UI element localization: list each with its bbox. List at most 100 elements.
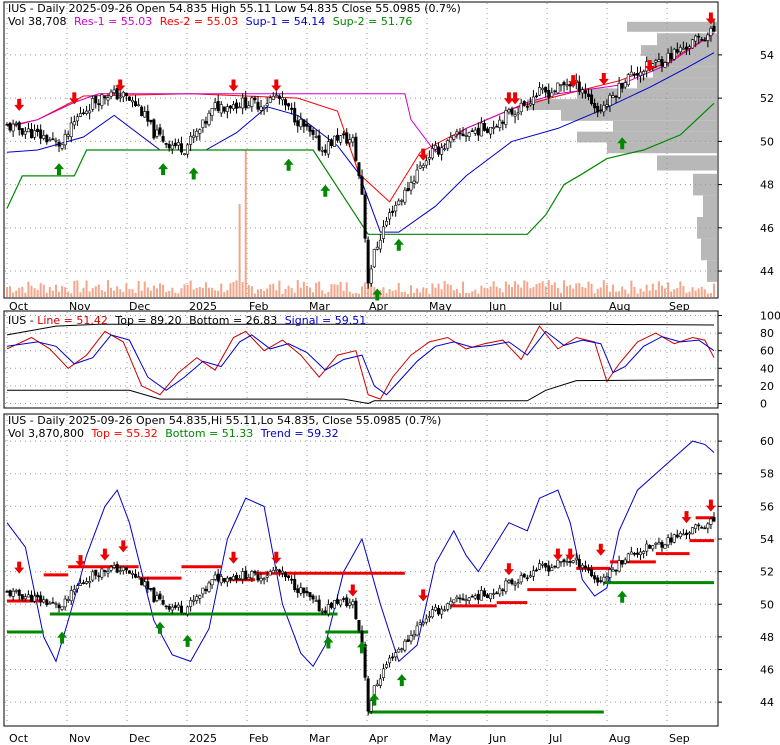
trend-sell-arrow [565,548,576,561]
volume-bar [183,284,186,297]
buy-arrow [617,137,628,150]
oscillator-panel: 0 20 40 60 80 100 IUS - Line = 51.42 Top = 89… [3,310,780,410]
volume-bar [391,290,394,297]
volume-bar [529,288,532,297]
volume-bar [517,284,520,297]
price-candle-body [26,128,30,133]
trend-candle-body [305,590,309,594]
trend-candle-body [427,616,431,619]
trend-candle-body [489,593,493,600]
trend-volume: Vol 3,870,800 [8,427,84,440]
price-candle-body [593,103,597,109]
price-candle-body [476,127,480,136]
price-x-label: 2025 [189,300,217,313]
trend-candle-body [388,657,392,664]
trend-x-label: Nov [69,732,91,745]
volume-bar [103,291,106,297]
osc-line: Line = 51.42 [37,314,108,327]
volume-bar [30,285,33,297]
trend-candle-body [430,609,434,618]
volume-bar [88,291,91,297]
sell-arrow [503,92,514,105]
volume-bar [186,284,189,297]
volume-bar [278,280,281,297]
volume-bar [706,293,709,297]
volume-bar [489,286,492,297]
trend-candle-body [452,599,456,603]
price-candle-body [219,104,223,114]
price-candle-body [412,180,416,184]
legend-volume: Vol 38,708 [8,15,66,28]
volume-profile-bar [577,131,717,143]
price-candle-body [155,129,159,137]
volume-bar [474,289,477,297]
price-candle-body [482,123,486,131]
trend-candle-body [60,606,64,610]
volume-bar [694,290,697,297]
price-candle-body [498,119,502,128]
volume-bar [547,280,550,297]
trend-sell-arrow [681,511,692,524]
trend-candle-body [476,593,480,600]
trend-top: Top = 55.32 [90,427,157,440]
volume-bar [495,286,498,297]
volume-bar [134,292,137,297]
trend-candle-body [531,570,535,577]
trend-candle-body [513,583,517,586]
price-candle-body [590,94,594,104]
price-candle-body [437,146,441,155]
trend-candle-body [54,603,58,605]
price-candle-body [115,88,119,100]
sell-arrow [228,79,239,92]
trend-axis-label: 60 [760,435,774,448]
trend-candle-body [33,595,37,602]
volume-bar [67,291,70,297]
price-candle-body [14,122,18,125]
price-candle-body [657,59,661,62]
price-x-label: Aug [609,300,630,313]
oscillator-legend: IUS - Line = 51.42 Top = 89.20 Bottom = … [8,314,366,327]
volume-bar [9,286,12,297]
osc-axis-label: 0 [760,397,767,410]
trend-candle-body [418,622,422,625]
trend-candle-body [253,571,257,574]
price-candle-body [446,140,450,149]
price-candle-body [332,135,336,147]
price-candle-body [11,123,15,132]
trend-sell-arrow [228,551,239,564]
trend-x-label: Dec [129,732,150,745]
volume-bar [64,287,67,297]
volume-bar [504,281,507,297]
volume-bar [165,292,168,297]
volume-bar [648,290,651,297]
price-candle-body [336,134,340,141]
volume-bar [51,290,54,297]
volume-bar [208,287,210,297]
price-candle-body [140,106,144,117]
price-candle-body [112,89,116,93]
trend-candle-body [26,594,30,598]
trend-candle-body [544,563,548,568]
volume-bar [471,291,474,297]
trend-axis-label: 56 [760,500,774,513]
price-candle-body [82,112,86,115]
volume-bar [660,285,663,297]
trend-sell-arrow [552,548,563,561]
price-candle-body [167,143,171,149]
volume-bar [428,293,431,297]
price-candle-body [39,129,43,139]
price-candle-body [510,108,514,115]
volume-bar [550,285,553,297]
trend-candle-body [231,576,235,580]
volume-bar [422,287,425,297]
price-axis-label: 44 [760,265,774,278]
trend-candle-body [265,575,269,578]
price-candle-body [378,239,382,250]
price-candle-body [577,81,581,93]
trend-candle-body [645,543,649,552]
price-candle-body [287,103,291,107]
volume-bar [333,284,336,297]
volume-bar [385,293,388,297]
trend-candle-body [406,639,410,642]
volume-bar [599,287,602,297]
